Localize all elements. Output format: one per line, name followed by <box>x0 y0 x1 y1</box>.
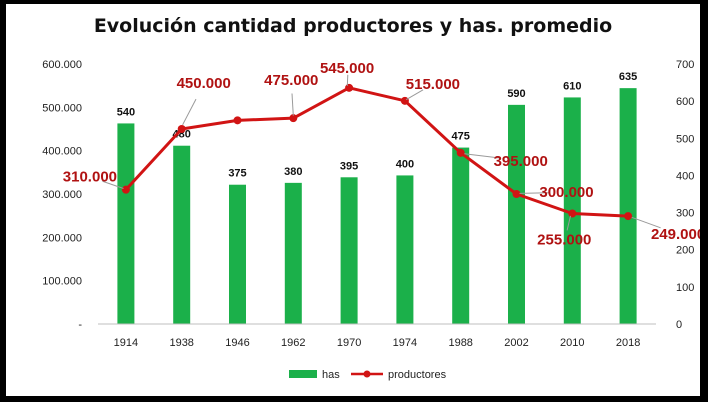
x-axis-tick-2002: 2002 <box>504 337 528 349</box>
bar-1962 <box>284 182 302 324</box>
x-axis-tick-1962: 1962 <box>281 337 305 349</box>
productores-line <box>124 86 629 218</box>
productores-point-2010 <box>568 209 577 218</box>
right-axis-tick-label: 700 <box>676 59 694 71</box>
productores-point-2002 <box>512 190 521 198</box>
bar-series-has <box>117 88 637 325</box>
productores-label-2010: 255.000 <box>537 232 591 249</box>
bar-2002 <box>508 104 525 324</box>
x-axis-tick-1970: 1970 <box>337 337 361 349</box>
left-axis-tick-label: 500.000 <box>42 102 82 114</box>
productores-point-1988 <box>456 148 465 157</box>
productores-leader-1938 <box>182 98 197 126</box>
chart-frame: Evolución cantidad productores y has. pr… <box>6 4 700 396</box>
productores-leader-2010 <box>566 215 571 231</box>
productores-label-1938: 450.000 <box>177 75 231 92</box>
x-axis-tick-1988: 1988 <box>448 337 472 349</box>
productores-label-1962: 475.000 <box>264 72 318 89</box>
x-axis-tick-1974: 1974 <box>393 337 417 349</box>
bar-label-1914: 540 <box>117 106 135 118</box>
right-axis-tick-label: 600 <box>676 96 694 108</box>
bar-label-1938: 480 <box>173 129 191 141</box>
left-axis-tick-label: 300.000 <box>42 189 82 201</box>
legend: has productores <box>289 369 447 381</box>
bar-label-2010: 610 <box>563 80 581 92</box>
bar-label-1962: 380 <box>284 166 302 178</box>
right-axis-tick-label: 200 <box>676 245 694 257</box>
right-axis-tick-label: 400 <box>676 170 694 182</box>
right-axis-tick-label: 0 <box>676 319 682 331</box>
productores-point-1914 <box>121 185 130 194</box>
legend-swatch-productores-marker <box>363 370 371 378</box>
left-axis: - 100.000 200.000 300.000 400.000 500.000 600.… <box>42 59 82 331</box>
productores-label-1914: 310.000 <box>63 169 117 186</box>
productores-point-1970 <box>345 83 354 92</box>
combo-chart: Evolución cantidad productores y has. pr… <box>42 15 700 381</box>
bar-1946 <box>229 184 246 324</box>
productores-leader-1970 <box>346 74 349 87</box>
productores-leader-2002 <box>519 192 550 194</box>
right-axis-tick-label: 100 <box>676 282 694 294</box>
legend-label-has: has <box>322 369 340 381</box>
legend-swatch-has <box>289 370 317 378</box>
x-axis-tick-1938: 1938 <box>169 337 193 349</box>
left-axis-tick-label: 600.000 <box>42 59 82 71</box>
productores-label-2002: 300.000 <box>539 184 593 201</box>
bar-1988 <box>452 147 470 324</box>
bar-label-1988: 475 <box>452 131 470 143</box>
right-axis-tick-label: 500 <box>676 133 694 145</box>
productores-label-1974: 515.000 <box>406 76 460 93</box>
productores-point-1974 <box>400 96 409 105</box>
x-axis-tick-2018: 2018 <box>616 337 640 349</box>
legend-label-productores: productores <box>388 369 447 381</box>
bar-label-1974: 400 <box>396 158 414 170</box>
left-axis-tick-label: - <box>78 319 82 331</box>
productores-point-1946 <box>233 116 242 125</box>
productores-leader-2018 <box>631 216 661 229</box>
bar-label-2002: 590 <box>507 88 525 100</box>
x-axis: 1914 1938 1946 1962 1970 1974 1988 2002 2010 2018 <box>98 323 656 349</box>
productores-leader-1974 <box>405 89 424 101</box>
bar-labels: 540 480 375 380 395 400 475 590 610 635 <box>117 71 638 180</box>
x-axis-tick-1946: 1946 <box>225 337 249 349</box>
left-axis-tick-label: 100.000 <box>42 276 82 288</box>
productores-leader-1988 <box>464 153 500 159</box>
productores-point-1962 <box>289 114 298 123</box>
right-axis-tick-label: 300 <box>676 208 694 220</box>
right-axis: 0 100 200 300 400 500 600 700 <box>676 59 694 331</box>
left-axis-tick-label: 200.000 <box>42 232 82 244</box>
productores-label-2018: 249.000 <box>651 226 700 243</box>
productores-label-1970: 545.000 <box>320 60 374 77</box>
chart-title: Evolución cantidad productores y has. pr… <box>94 15 612 37</box>
x-axis-tick-1914: 1914 <box>114 337 138 349</box>
productores-label-1988: 395.000 <box>494 153 548 170</box>
productores-point-1938 <box>177 125 186 133</box>
productores-point-2018 <box>624 212 633 221</box>
productores-leader-1962 <box>291 93 294 116</box>
bar-1914 <box>117 123 135 324</box>
bar-1970 <box>340 177 358 324</box>
productores-leader-1914 <box>102 180 124 189</box>
bar-1938 <box>173 145 191 324</box>
bar-1974 <box>396 175 414 324</box>
bar-label-1946: 375 <box>228 168 246 180</box>
x-axis-tick-2010: 2010 <box>560 337 584 349</box>
bar-label-2018: 635 <box>619 71 637 83</box>
bar-label-1970: 395 <box>340 160 358 172</box>
left-axis-tick-label: 400.000 <box>42 146 82 158</box>
bar-2018 <box>619 88 637 325</box>
